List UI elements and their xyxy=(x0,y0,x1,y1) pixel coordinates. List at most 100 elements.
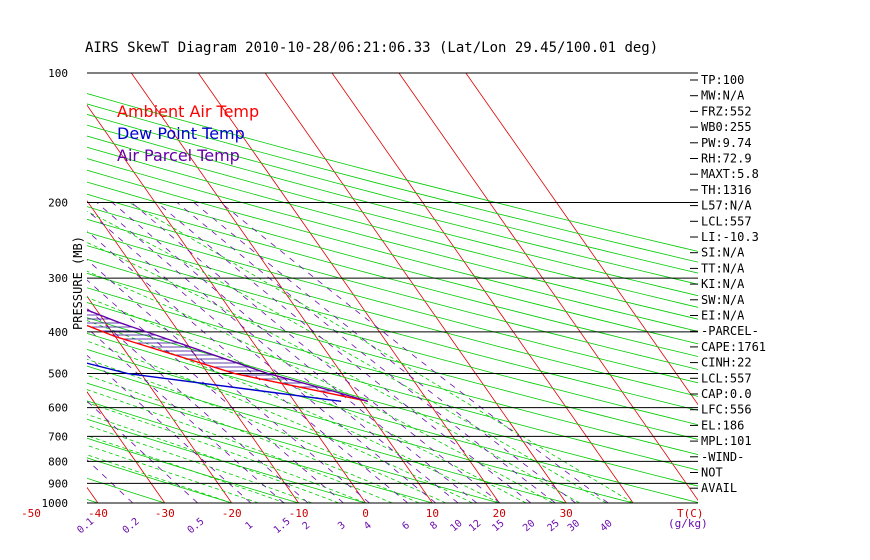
pressure-tick-label: 200 xyxy=(48,196,68,209)
parameter-label: MAXT:5.8 xyxy=(701,167,759,181)
mixing-ratio-label: 0.5 xyxy=(186,516,207,536)
legend-entry: Dew Point Temp xyxy=(117,124,245,143)
bottom-temp-tick-label: -50 xyxy=(21,507,41,520)
pressure-tick-label: 800 xyxy=(48,455,68,468)
parameter-label: TP:100 xyxy=(701,73,744,87)
bottom-temp-tick-label: -30 xyxy=(155,507,175,520)
moist-adiabat-line xyxy=(87,454,232,503)
bottom-temp-tick-label: -10 xyxy=(289,507,309,520)
isotherm-line xyxy=(197,73,500,503)
pressure-tick-label: 300 xyxy=(48,272,68,285)
moist-adiabat-line xyxy=(87,444,259,503)
pressure-tick-label: 400 xyxy=(48,326,68,339)
parameter-label: LFC:556 xyxy=(701,403,752,417)
dry-adiabat-line xyxy=(87,499,100,503)
parameter-label: CINH:22 xyxy=(701,356,752,370)
mixing-ratio-label: 25 xyxy=(546,518,562,534)
profile-lines xyxy=(87,309,369,402)
mixing-ratio-line xyxy=(96,202,459,503)
legend-entry: Air Parcel Temp xyxy=(117,146,240,165)
chart-title: AIRS SkewT Diagram 2010-10-28/06:21:06.3… xyxy=(85,40,658,56)
dry-adiabat-line xyxy=(87,349,635,503)
mixing-ratio-line xyxy=(87,400,198,503)
parameter-label: AVAIL xyxy=(701,481,737,495)
parameter-label: SW:N/A xyxy=(701,293,745,307)
isotherm-line xyxy=(331,73,634,503)
parameter-label: LI:-10.3 xyxy=(701,230,759,244)
y-axis-label: PRESSURE (MB) xyxy=(71,236,85,330)
series-line-1 xyxy=(87,324,369,402)
parameter-label: RH:72.9 xyxy=(701,152,752,166)
mixing-ratio-line xyxy=(111,202,478,503)
isotherm-line xyxy=(398,73,698,501)
pressure-tick-label: 900 xyxy=(48,477,68,490)
bottom-temp-tick-label: 0 xyxy=(362,507,369,520)
mixing-ratio-label: 12 xyxy=(467,518,483,534)
dry-adiabat-line xyxy=(87,418,368,503)
parameter-label: CAPE:1761 xyxy=(701,340,766,354)
dry-adiabat-line xyxy=(87,272,698,440)
mixing-ratio-label: 15 xyxy=(490,518,506,534)
mixing-ratio-label: 30 xyxy=(566,518,582,534)
isotherm-line xyxy=(87,104,366,503)
mixing-ratio-line xyxy=(193,202,576,503)
bottom-temp-tick-label: 30 xyxy=(560,507,573,520)
dry-adiabat-line xyxy=(87,146,698,308)
mixing-ratio-label: 0.2 xyxy=(121,516,142,536)
dry-adiabat-line xyxy=(87,317,698,487)
isotherm-line xyxy=(87,391,166,503)
dry-adiabat-line xyxy=(87,113,698,274)
dry-adiabat-line xyxy=(87,382,501,503)
mixing-ratio-line xyxy=(87,307,309,503)
dry-adiabat-line xyxy=(87,158,698,320)
dry-adiabat-line xyxy=(87,437,301,503)
legend: Ambient Air Temp Dew Point Temp Air Parcel… xyxy=(117,102,259,165)
pressure-tick-label: 700 xyxy=(48,430,68,443)
moist-adiabat-line xyxy=(87,413,339,503)
parameter-label: SI:N/A xyxy=(701,246,745,260)
mixing-ratio-label: 6 xyxy=(400,520,412,532)
isotherm-line xyxy=(87,200,299,503)
mixing-ratio-label: 20 xyxy=(521,518,537,534)
moist-adiabat-line xyxy=(87,424,313,503)
parameter-label: CAP:0.0 xyxy=(701,387,752,401)
pressure-tick-label: 1000 xyxy=(42,497,69,510)
parameter-label: FRZ:552 xyxy=(701,104,752,118)
mixing-ratio-label: 40 xyxy=(598,518,614,534)
mixing-ratio-label: 2 xyxy=(301,520,313,532)
mixing-ratio-line xyxy=(87,459,134,503)
pressure-tick-label: 100 xyxy=(48,67,68,80)
parameter-label: PW:9.74 xyxy=(701,136,752,150)
mixing-ratio-label: 1 xyxy=(243,520,255,532)
parameter-label: -WIND- xyxy=(701,450,744,464)
dry-adiabat-line xyxy=(87,103,698,263)
mixing-ratio-unit: (g/kg) xyxy=(668,517,708,530)
mixing-ratio-label: 4 xyxy=(362,520,374,532)
dry-adiabat-line xyxy=(87,302,698,471)
parameter-label: MPL:101 xyxy=(701,434,752,448)
dry-adiabat-line xyxy=(87,135,698,297)
parameter-label: -PARCEL- xyxy=(701,324,759,338)
isobar-lines xyxy=(87,72,698,504)
parameter-label: EI:N/A xyxy=(701,309,745,323)
series-line-2 xyxy=(87,362,342,402)
parameter-label: KI:N/A xyxy=(701,277,745,291)
mixing-ratio-line xyxy=(87,327,285,503)
mixing-ratio-label: 10 xyxy=(448,518,464,534)
parameter-label: EL:186 xyxy=(701,418,744,432)
dry-adiabat-line xyxy=(87,193,698,357)
bottom-temp-tick-label: -40 xyxy=(88,507,108,520)
dry-adiabat-line xyxy=(87,258,698,426)
dry-adiabat-line xyxy=(87,400,435,503)
parameter-label: MW:N/A xyxy=(701,89,745,103)
bottom-temp-tick-label: -20 xyxy=(222,507,242,520)
parameter-label: WB0:255 xyxy=(701,120,752,134)
isotherm-line xyxy=(87,295,233,503)
dry-adiabat-line xyxy=(87,287,698,455)
mixing-ratio-line xyxy=(131,202,501,503)
dry-adiabat-line xyxy=(87,231,698,397)
dry-adiabat-line xyxy=(87,206,698,370)
parameter-label: L57:N/A xyxy=(701,199,752,213)
